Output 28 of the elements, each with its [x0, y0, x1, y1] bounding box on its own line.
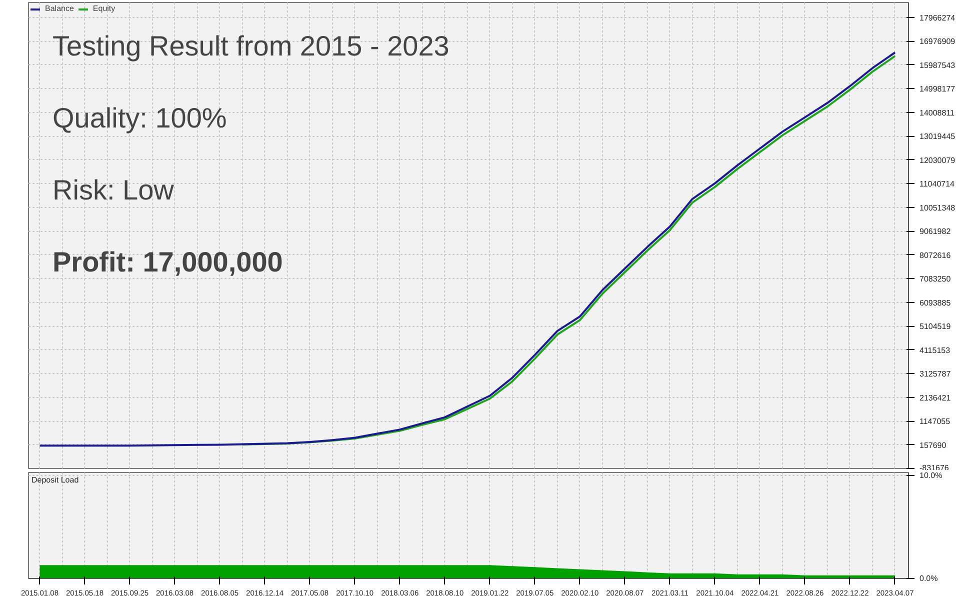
chart-title: Deposit Load	[32, 476, 79, 484]
y-tick-label: 17966274	[920, 13, 956, 22]
annotation: Risk: Low	[52, 174, 175, 206]
y-tick-label: 10.0%	[920, 471, 942, 480]
y-tick-label: 14008811	[920, 108, 956, 118]
y-tick-label: 4115153	[920, 346, 951, 355]
y-tick-label: 9061982	[920, 227, 952, 236]
annotation: Quality: 100%	[52, 102, 227, 134]
y-tick-label: 157690	[920, 440, 947, 450]
legend-label: Equity	[92, 4, 116, 13]
y-tick-label: 13019445	[920, 132, 956, 142]
y-tick-label: 8072616	[920, 250, 952, 260]
y-tick-label: 7083250	[920, 274, 952, 284]
y-tick-label: 1147055	[920, 417, 951, 426]
y-tick-label: 11040714	[920, 180, 956, 189]
y-tick-label: 5104519	[920, 322, 952, 332]
y-tick-label: 10051348	[920, 203, 956, 212]
y-tick-label: 12030079	[920, 156, 956, 165]
y-tick-label: 16976909	[920, 37, 956, 46]
y-tick-label: 6093885	[920, 298, 952, 308]
y-tick-label: 0.0%	[920, 574, 938, 583]
y-tick-label: 14998177	[920, 84, 956, 94]
annotation: Profit: 17,000,000	[52, 246, 283, 278]
annotation: Testing Result from 2015 - 2023	[52, 30, 450, 62]
y-tick-label: 15987543	[920, 60, 956, 70]
y-tick-label: 2136421	[920, 393, 952, 402]
y-tick-label: 3125787	[920, 370, 952, 379]
legend-label: Balance	[45, 4, 74, 13]
